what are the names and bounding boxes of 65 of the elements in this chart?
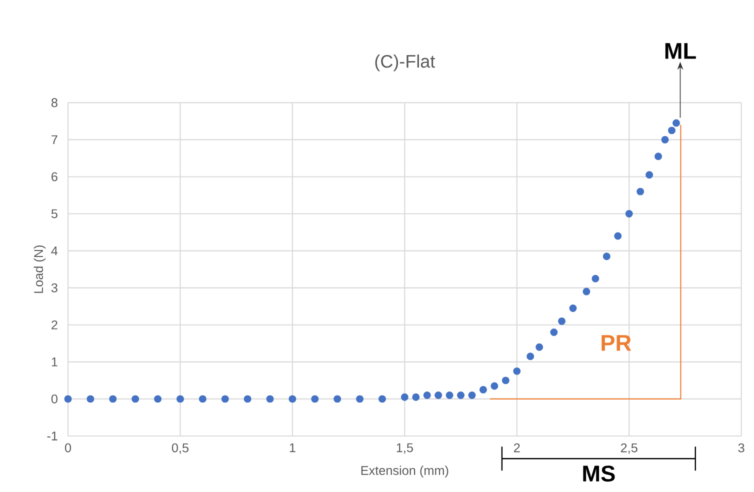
point [457, 392, 465, 399]
point [311, 395, 319, 403]
x-tick-label: 2 [514, 443, 520, 452]
y-tick-label: 6 [52, 172, 58, 182]
point [490, 382, 498, 390]
point [558, 317, 566, 325]
point [582, 288, 590, 296]
x-tick-label: 0,5 [172, 443, 189, 454]
point [526, 352, 534, 360]
chart-title: (C)-Flat [375, 54, 436, 72]
y-axis-title: Load (N) [34, 245, 46, 293]
point [176, 395, 184, 403]
point [536, 343, 544, 351]
point [221, 395, 229, 403]
point [334, 395, 342, 403]
point [468, 392, 476, 399]
x-tick-label: 2,5 [620, 443, 638, 454]
point [266, 395, 274, 403]
y-tick-label: 0 [51, 394, 58, 404]
point [412, 393, 420, 401]
point [569, 304, 577, 312]
point [132, 395, 140, 403]
y-tick-label: 8 [51, 98, 58, 108]
point [356, 395, 364, 403]
point [378, 395, 386, 403]
y-tick-label: 2 [52, 320, 58, 330]
point [592, 274, 600, 282]
point [86, 395, 94, 403]
x-tick-label: 1,5 [396, 443, 413, 454]
point [446, 392, 454, 399]
point [654, 152, 662, 160]
point [434, 392, 442, 399]
y-tick-label: 4 [51, 246, 58, 256]
point [661, 136, 669, 144]
point [636, 188, 644, 196]
x-tick-label: 3 [738, 443, 744, 452]
point [479, 386, 487, 394]
y-tick-label: -1 [47, 432, 58, 440]
point [668, 126, 676, 134]
y-tick-label: 1 [52, 358, 58, 366]
x-tick-label: 1 [290, 443, 296, 452]
point [400, 393, 408, 401]
point [502, 376, 510, 384]
point [198, 395, 206, 403]
point [602, 252, 610, 260]
point [550, 328, 558, 336]
text: MS [583, 466, 615, 482]
y-tick-label: 3 [51, 283, 58, 292]
x-tick-label: 0 [64, 443, 72, 452]
text: ML [665, 43, 696, 59]
point [672, 119, 680, 127]
point [646, 171, 654, 179]
point [513, 367, 521, 375]
point [244, 395, 252, 403]
point [625, 210, 633, 218]
x-axis-title: Extension (mm) [361, 466, 448, 478]
point [154, 395, 162, 403]
annotation: PR [602, 335, 632, 351]
point [109, 395, 117, 403]
point [288, 395, 296, 403]
y-tick-label: 7 [52, 135, 58, 144]
point [614, 232, 622, 240]
point [423, 392, 431, 399]
y-tick-label: 5 [51, 209, 58, 218]
point [64, 395, 72, 403]
